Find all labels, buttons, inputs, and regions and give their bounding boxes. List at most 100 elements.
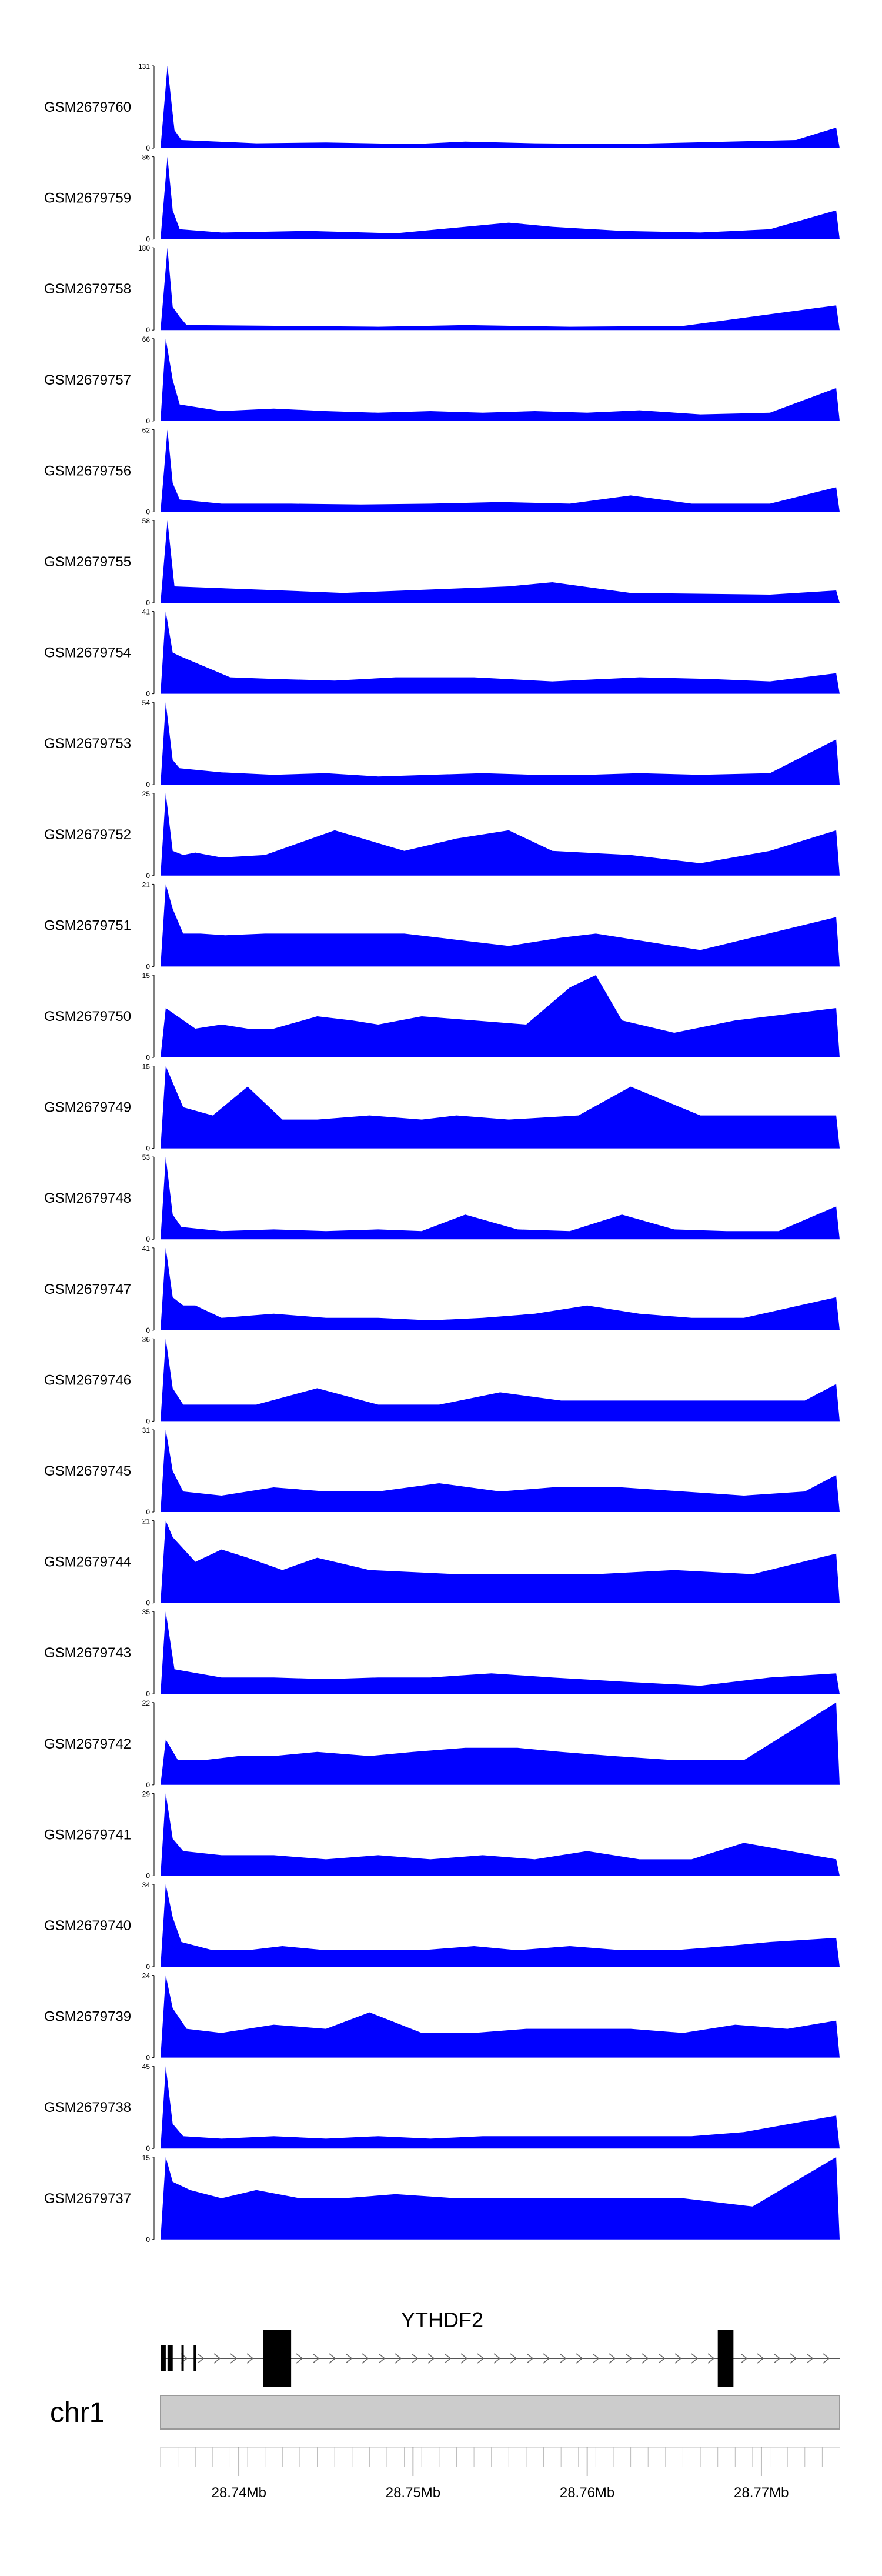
track-min-label: 0	[146, 144, 150, 152]
track-label: GSM2679741	[44, 1827, 131, 1843]
coverage-area	[161, 66, 840, 148]
track-max-label: 15	[142, 1063, 151, 1071]
strand-arrow	[592, 2353, 600, 2364]
coverage-area	[161, 1247, 840, 1330]
strand-arrow	[444, 2353, 452, 2364]
track-min-label: 0	[146, 962, 150, 970]
track-GSM2679760: GSM2679760 131 0	[44, 62, 840, 152]
track-label: GSM2679753	[44, 736, 131, 752]
strand-arrow	[642, 2353, 649, 2364]
track-label: GSM2679759	[44, 191, 131, 206]
strand-arrow	[806, 2353, 814, 2364]
track-label: GSM2679739	[44, 2009, 131, 2025]
track-GSM2679737: GSM2679737 15 0	[44, 2154, 840, 2244]
strand-arrow	[576, 2353, 583, 2364]
strand-arrow	[296, 2353, 303, 2364]
track-GSM2679756: GSM2679756 62 0	[44, 426, 840, 516]
coverage-area	[161, 520, 840, 603]
gene-exons	[161, 2330, 734, 2387]
coverage-area	[161, 1157, 840, 1240]
coverage-area	[161, 702, 840, 785]
coverage-area	[161, 1975, 840, 2058]
strand-arrow	[674, 2353, 682, 2364]
track-min-label: 0	[146, 1235, 150, 1243]
strand-arrow	[246, 2353, 254, 2364]
track-GSM2679754: GSM2679754 41 0	[44, 608, 840, 698]
track-label: GSM2679749	[44, 1100, 131, 1116]
strand-arrow	[312, 2353, 320, 2364]
track-label: GSM2679740	[44, 1918, 131, 1934]
coverage-area	[161, 1793, 840, 1876]
strand-arrow	[625, 2353, 633, 2364]
track-GSM2679746: GSM2679746 36 0	[44, 1335, 840, 1425]
strand-arrow	[345, 2353, 353, 2364]
strand-arrow	[197, 2353, 205, 2364]
track-min-label: 0	[146, 599, 150, 607]
gene-strand-arrows	[181, 2353, 830, 2364]
strand-arrow	[757, 2353, 764, 2364]
track-min-label: 0	[146, 1053, 150, 1062]
track-GSM2679751: GSM2679751 21 0	[44, 880, 840, 970]
strand-arrow	[773, 2353, 781, 2364]
track-GSM2679757: GSM2679757 66 0	[44, 335, 840, 425]
track-min-label: 0	[146, 1781, 150, 1789]
track-label: GSM2679755	[44, 554, 131, 570]
genome-axis-labels: 28.74Mb 28.75Mb 28.76Mb 28.77Mb	[212, 2485, 789, 2501]
track-label: GSM2679743	[44, 1645, 131, 1661]
track-max-label: 15	[142, 2154, 151, 2162]
gene-exon	[167, 2345, 173, 2371]
strand-arrow	[378, 2353, 386, 2364]
track-GSM2679753: GSM2679753 54 0	[44, 699, 840, 789]
track-min-label: 0	[146, 690, 150, 698]
track-GSM2679745: GSM2679745 31 0	[44, 1426, 840, 1516]
track-min-label: 0	[146, 2144, 150, 2153]
strand-arrow	[510, 2353, 517, 2364]
track-min-label: 0	[146, 1599, 150, 1607]
track-max-label: 35	[142, 1608, 151, 1616]
track-GSM2679749: GSM2679749 15 0	[44, 1063, 840, 1153]
track-max-label: 22	[142, 1699, 151, 1707]
track-min-label: 0	[146, 2054, 150, 2062]
coverage-area	[161, 884, 840, 967]
coverage-area	[161, 1611, 840, 1694]
coverage-area	[161, 1702, 840, 1785]
strand-arrow	[411, 2353, 419, 2364]
track-GSM2679743: GSM2679743 35 0	[44, 1608, 840, 1698]
coverage-area	[161, 1884, 840, 1967]
track-GSM2679739: GSM2679739 24 0	[44, 1972, 840, 2062]
track-GSM2679758: GSM2679758 180 0	[44, 244, 840, 334]
strand-arrow	[707, 2353, 715, 2364]
track-min-label: 0	[146, 1144, 150, 1153]
track-label: GSM2679752	[44, 827, 131, 843]
coverage-area	[161, 1520, 840, 1603]
track-min-label: 0	[146, 1690, 150, 1698]
track-label: GSM2679757	[44, 372, 131, 388]
track-max-label: 62	[142, 426, 151, 434]
strand-arrow	[740, 2353, 748, 2364]
ideogram-track: chr1	[50, 2395, 840, 2430]
track-label: GSM2679737	[44, 2191, 131, 2207]
strand-arrow	[823, 2353, 830, 2364]
coverage-area	[161, 1339, 840, 1422]
track-max-label: 34	[142, 1881, 151, 1889]
strand-arrow	[477, 2353, 485, 2364]
track-max-label: 180	[138, 244, 150, 252]
track-max-label: 41	[142, 608, 151, 616]
strand-arrow	[609, 2353, 616, 2364]
track-GSM2679741: GSM2679741 29 0	[44, 1790, 840, 1880]
track-min-label: 0	[146, 508, 150, 516]
coverage-area	[161, 2157, 840, 2240]
track-label: GSM2679745	[44, 1463, 131, 1479]
strand-arrow	[543, 2353, 550, 2364]
coverage-area	[161, 429, 840, 512]
track-min-label: 0	[146, 2235, 150, 2244]
track-max-label: 131	[138, 62, 150, 71]
track-label: GSM2679760	[44, 99, 131, 115]
track-label: GSM2679742	[44, 1736, 131, 1752]
track-min-label: 0	[146, 326, 150, 334]
track-min-label: 0	[146, 780, 150, 789]
track-label: GSM2679756	[44, 463, 131, 479]
track-label: GSM2679758	[44, 281, 131, 297]
gene-exon	[193, 2345, 196, 2371]
strand-arrow	[427, 2353, 435, 2364]
